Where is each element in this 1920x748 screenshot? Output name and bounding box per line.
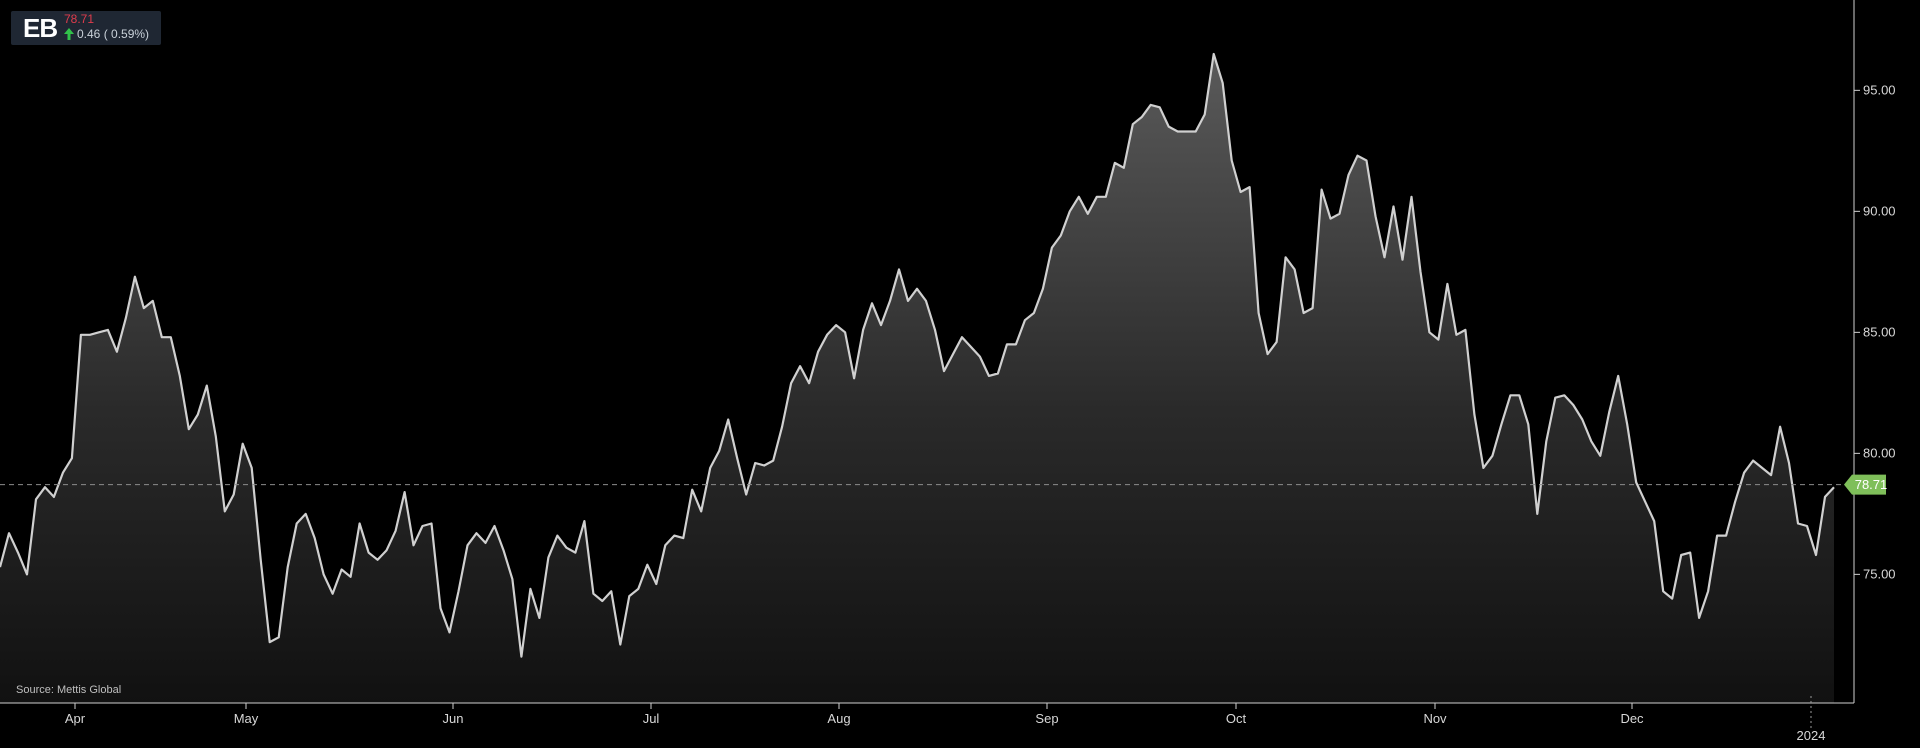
x-tick-label-2: Jun bbox=[443, 711, 464, 726]
series-area bbox=[0, 54, 1834, 703]
y-tick-label-4: 95.00 bbox=[1863, 82, 1896, 97]
x-tick-label-3: Jul bbox=[643, 711, 660, 726]
last-value-label: 78.71 bbox=[1855, 477, 1888, 492]
y-tick-label-2: 85.00 bbox=[1863, 324, 1896, 339]
x-tick-label-0: Apr bbox=[65, 711, 86, 726]
y-tick-label-3: 90.00 bbox=[1863, 203, 1896, 218]
source-note: Source: Mettis Global bbox=[16, 684, 122, 696]
x-tick-label-6: Oct bbox=[1226, 711, 1247, 726]
series-line bbox=[0, 52, 1835, 658]
ticker-change: 0.46 ( 0.59%) bbox=[77, 27, 150, 41]
year-label: 2024 bbox=[1797, 728, 1826, 743]
x-tick-label-4: Aug bbox=[827, 711, 850, 726]
ticker-symbol: EB bbox=[23, 13, 58, 43]
ticker-price: 78.71 bbox=[64, 12, 95, 26]
ticker-change-row: 0.46 ( 0.59%) bbox=[64, 26, 149, 42]
ticker-box: EB 78.71 0.46 ( 0.59%) bbox=[11, 11, 161, 45]
x-tick-label-8: Dec bbox=[1620, 711, 1644, 726]
arrow-up-icon bbox=[64, 28, 74, 40]
x-tick-label-1: May bbox=[234, 711, 259, 726]
last-value-marker bbox=[1844, 474, 1886, 495]
x-tick-label-5: Sep bbox=[1035, 711, 1058, 726]
y-tick-label-1: 80.00 bbox=[1863, 445, 1896, 460]
x-tick-label-7: Nov bbox=[1423, 711, 1447, 726]
y-tick-label-0: 75.00 bbox=[1863, 566, 1896, 581]
